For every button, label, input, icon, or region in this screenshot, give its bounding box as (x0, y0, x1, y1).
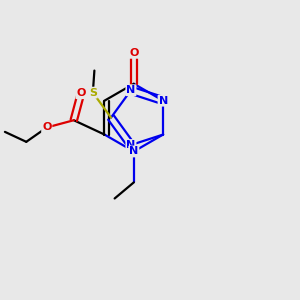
Text: O: O (129, 48, 139, 58)
Text: N: N (126, 140, 136, 150)
Text: N: N (129, 146, 138, 157)
Text: N: N (126, 85, 136, 95)
Text: O: O (42, 122, 52, 133)
Text: S: S (89, 88, 97, 98)
Text: N: N (158, 96, 168, 106)
Text: O: O (76, 88, 86, 98)
